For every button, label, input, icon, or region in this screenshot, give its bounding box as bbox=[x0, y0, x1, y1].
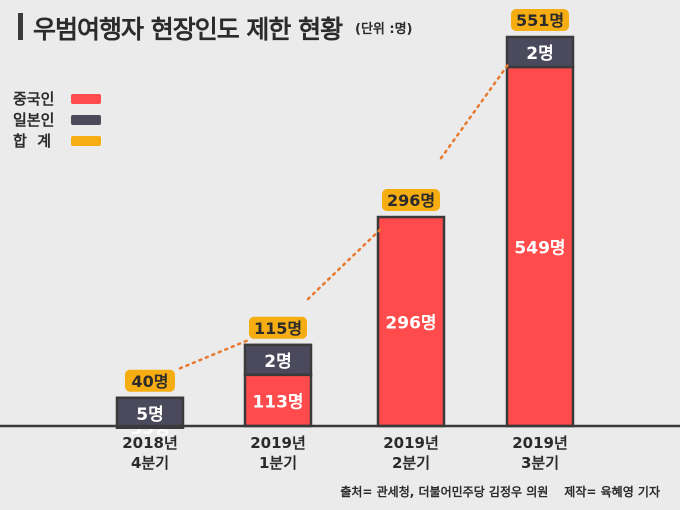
total-badge bbox=[125, 369, 175, 392]
total-badge bbox=[249, 316, 307, 339]
x-tick-label-quarter: 2분기 bbox=[392, 454, 430, 472]
bar-label-chinese: 296명 bbox=[385, 314, 436, 334]
trend-line-segment bbox=[306, 227, 383, 301]
x-tick-label-quarter: 1분기 bbox=[259, 454, 297, 472]
x-tick-label-quarter: 4분기 bbox=[131, 454, 169, 472]
total-badge bbox=[511, 9, 569, 31]
bar-japanese bbox=[243, 343, 313, 377]
bar-japanese bbox=[505, 35, 575, 69]
chart-title: 우범여행자 현장인도 제한 현황 bbox=[33, 15, 343, 44]
x-tick-label-quarter: 3분기 bbox=[521, 454, 559, 472]
total-label: 115명 bbox=[254, 319, 302, 338]
legend-item-total: 합 계 bbox=[13, 130, 101, 151]
source-text: 출처= 관세청, 더불어민주당 김정우 의원 bbox=[340, 485, 549, 499]
legend-item-japanese: 일본인 bbox=[13, 109, 101, 130]
legend-label: 일본인 bbox=[13, 111, 55, 129]
total-label: 40명 bbox=[132, 372, 169, 391]
source-line: 출처= 관세청, 더불어민주당 김정우 의원 제작= 육혜영 기자 bbox=[324, 483, 660, 500]
legend: 중국인 일본인 합 계 bbox=[13, 88, 101, 151]
total-label: 296명 bbox=[387, 191, 435, 210]
total-label: 551명 bbox=[516, 11, 564, 30]
bar-label-chinese: 113명 bbox=[252, 392, 303, 412]
total-badge bbox=[382, 189, 440, 212]
trend-line-segment bbox=[178, 338, 250, 370]
x-tick-label-year: 2019년 bbox=[250, 434, 306, 452]
legend-item-chinese: 중국인 bbox=[13, 88, 101, 109]
bar-label-japanese: 2명 bbox=[264, 352, 291, 372]
legend-swatch bbox=[71, 93, 101, 104]
bar-label-japanese: 5명 bbox=[136, 405, 163, 425]
x-tick-label-year: 2018년 bbox=[122, 434, 178, 452]
legend-swatch bbox=[71, 114, 101, 125]
credit-text: 제작= 육혜영 기자 bbox=[564, 485, 660, 499]
trend-line-segment bbox=[439, 60, 512, 160]
legend-label: 중국인 bbox=[13, 90, 55, 108]
bar-label-chinese: 549명 bbox=[514, 239, 565, 259]
bar-label-japanese: 2명 bbox=[526, 44, 553, 64]
title-accent-bar bbox=[18, 13, 23, 40]
unit-label: (단위 :명) bbox=[355, 22, 413, 37]
legend-swatch bbox=[71, 135, 101, 146]
legend-label: 합 계 bbox=[13, 132, 52, 150]
x-tick-label-year: 2019년 bbox=[383, 434, 439, 452]
x-tick-label-year: 2019년 bbox=[512, 434, 568, 452]
bar-japanese bbox=[115, 396, 185, 430]
